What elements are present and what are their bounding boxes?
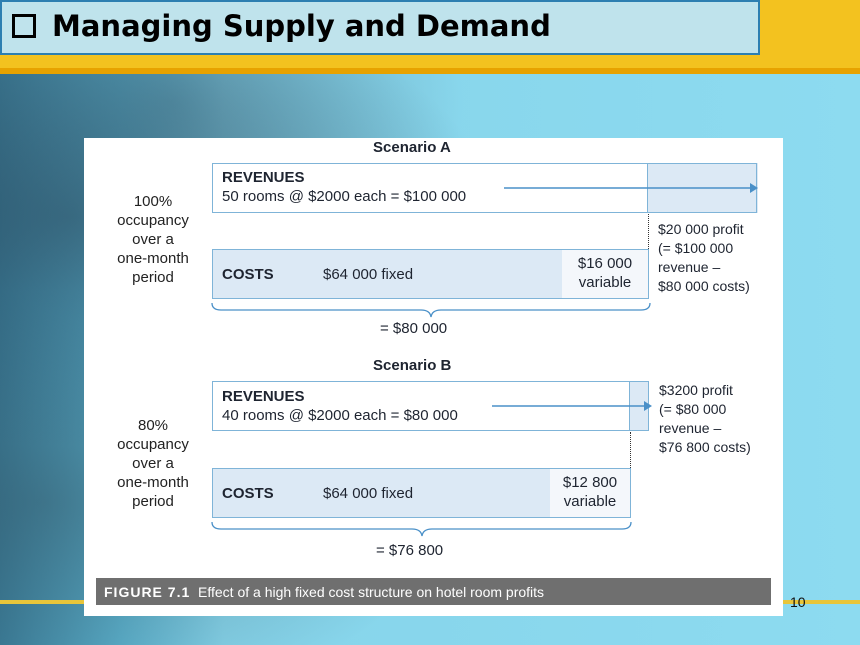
figure-caption-label: FIGURE 7.1	[104, 584, 191, 600]
scenario-a-occupancy-label: 100% occupancy over a one-month period	[117, 193, 189, 286]
scenario-b-revenues-detail: 40 rooms @ $2000 each = $80 000	[222, 407, 458, 424]
scenario-b-occupancy-label: 80% occupancy over a one-month period	[117, 417, 189, 510]
page-number: 10	[790, 594, 806, 610]
scenario-b-profit-gap	[630, 432, 631, 468]
scenario-b-variable-cost-area	[550, 469, 630, 517]
scenario-b-costs-box	[212, 468, 631, 518]
scenario-a-revenues-detail: 50 rooms @ $2000 each = $100 000	[222, 188, 467, 205]
scenario-a-profit-gap	[648, 214, 649, 249]
scenario-a-revenue-arrow	[504, 183, 758, 193]
scenario-b-variable-cost: $12 800 variable	[562, 474, 618, 510]
checkbox-bullet-icon	[12, 14, 36, 38]
scenario-a-costs-box	[212, 249, 649, 299]
slide-title: Managing Supply and Demand	[52, 9, 551, 43]
scenario-a-variable-cost: $16 000 variable	[577, 255, 633, 291]
figure-caption-text: Effect of a high fixed cost structure on…	[198, 584, 545, 600]
scenario-a-title: Scenario A	[373, 139, 451, 156]
scenario-a-total-brace	[211, 302, 651, 318]
scenario-b-revenues-label: REVENUES	[222, 388, 305, 405]
scenario-b-revenue-arrow	[492, 401, 652, 411]
slide-title-box: Managing Supply and Demand	[0, 0, 760, 55]
figure-caption-bar: FIGURE 7.1 Effect of a high fixed cost s…	[96, 578, 771, 605]
scenario-b-costs-label: COSTS	[222, 485, 274, 502]
scenario-a-fixed-cost: $64 000 fixed	[323, 266, 414, 283]
scenario-b-total-brace	[211, 521, 632, 537]
scenario-b-fixed-cost: $64 000 fixed	[323, 485, 414, 502]
scenario-b-total-cost: = $76 800	[376, 542, 444, 559]
scenario-b-title: Scenario B	[373, 357, 452, 374]
scenario-b-profit-note: $3200 profit (= $80 000 revenue – $76 80…	[659, 382, 751, 455]
scenario-a-variable-cost-area	[562, 250, 648, 298]
scenario-a-costs-label: COSTS	[222, 266, 274, 283]
scenario-a-revenues-label: REVENUES	[222, 169, 305, 186]
scenario-a-total-cost: = $80 000	[380, 320, 448, 337]
scenario-a-profit-note: $20 000 profit (= $100 000 revenue – $80…	[658, 221, 750, 294]
header-bar-stripe	[0, 68, 860, 74]
figure-7-1: Scenario A 100% occupancy over a one-mon…	[84, 138, 783, 616]
figure-caption: FIGURE 7.1 Effect of a high fixed cost s…	[104, 584, 544, 600]
